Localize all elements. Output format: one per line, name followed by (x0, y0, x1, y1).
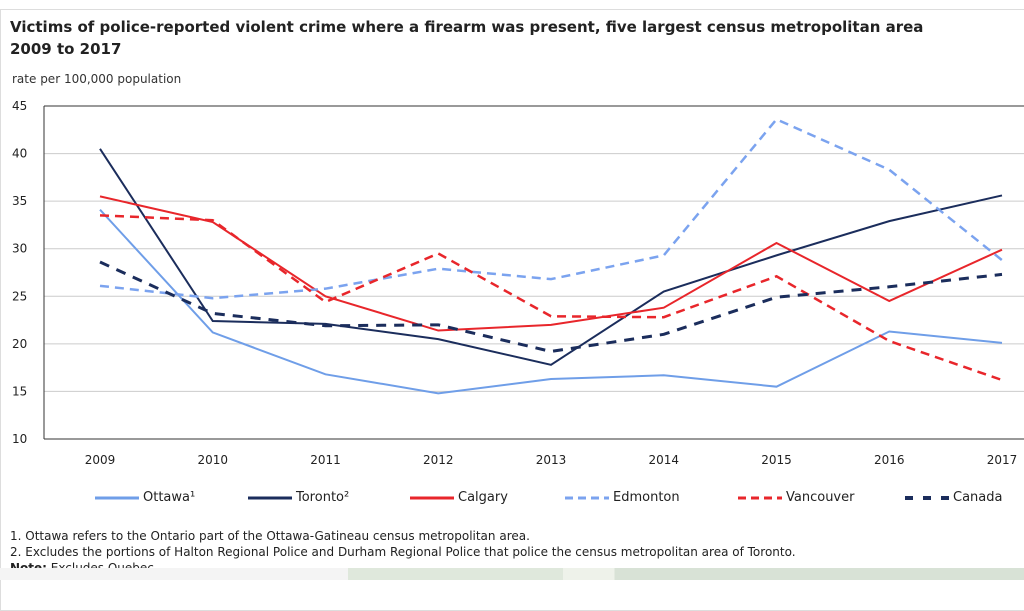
legend-swatch (565, 496, 609, 499)
legend-item: Toronto² (248, 490, 349, 505)
legend-label: Toronto² (296, 490, 350, 505)
legend-item: Ottawa¹ (95, 490, 195, 505)
title-line-2: 2009 to 2017 (10, 40, 122, 58)
legend-item: Canada (905, 490, 1002, 505)
x-tick-label: 2010 (197, 453, 228, 467)
legend-label: Calgary (458, 490, 508, 505)
legend-swatch (95, 496, 139, 499)
legend-swatch (738, 496, 782, 499)
x-tick-label: 2011 (310, 453, 341, 467)
background-strip (0, 568, 1024, 580)
series-line-toronto (99, 148, 1003, 366)
chart-title: Victims of police-reported violent crime… (10, 16, 923, 60)
line-chart: 10 15 20 25 30 35 40 45 2009 2010 2011 2012 2013 2014… (12, 99, 1024, 467)
x-tick-label: 2012 (423, 453, 454, 467)
y-tick-label: 40 (12, 147, 27, 161)
y-tick-label: 45 (12, 99, 27, 113)
y-tick-label: 20 (12, 337, 27, 351)
series-line-calgary (99, 195, 1003, 332)
series-line-ottawa (99, 209, 1003, 395)
legend-label: Vancouver (786, 490, 855, 505)
legend-label: Ottawa¹ (143, 490, 196, 505)
x-tick-label: 2017 (987, 453, 1018, 467)
series-line-canada (99, 260, 1003, 353)
legend-label: Canada (953, 490, 1003, 505)
footnotes: 1. Ottawa refers to the Ontario part of … (10, 528, 796, 576)
series-line-edmonton (99, 117, 1003, 300)
legend-item: Edmonton (565, 490, 680, 505)
legend-swatch (410, 496, 454, 499)
x-tick-label: 2009 (85, 453, 116, 467)
legend-label: Edmonton (613, 490, 680, 505)
legend-item: Vancouver (738, 490, 854, 505)
legend-item: Calgary (410, 490, 508, 505)
x-tick-label: 2016 (874, 453, 905, 467)
x-tick-label: 2013 (536, 453, 567, 467)
y-tick-label: 15 (12, 384, 27, 398)
x-tick-label: 2014 (648, 453, 679, 467)
y-axis-label: rate per 100,000 population (12, 72, 182, 86)
legend-swatch (248, 496, 292, 499)
series-line-vancouver (99, 214, 1003, 382)
y-tick-label: 25 (12, 289, 27, 303)
footnote-2: 2. Excludes the portions of Halton Regio… (10, 545, 796, 559)
y-tick-label: 10 (12, 432, 27, 446)
title-line-1: Victims of police-reported violent crime… (10, 18, 924, 36)
y-tick-label: 35 (12, 194, 27, 208)
footnote-1: 1. Ottawa refers to the Ontario part of … (10, 529, 530, 543)
x-tick-label: 2015 (761, 453, 792, 467)
legend-swatch (905, 495, 949, 500)
y-tick-label: 30 (12, 242, 27, 256)
